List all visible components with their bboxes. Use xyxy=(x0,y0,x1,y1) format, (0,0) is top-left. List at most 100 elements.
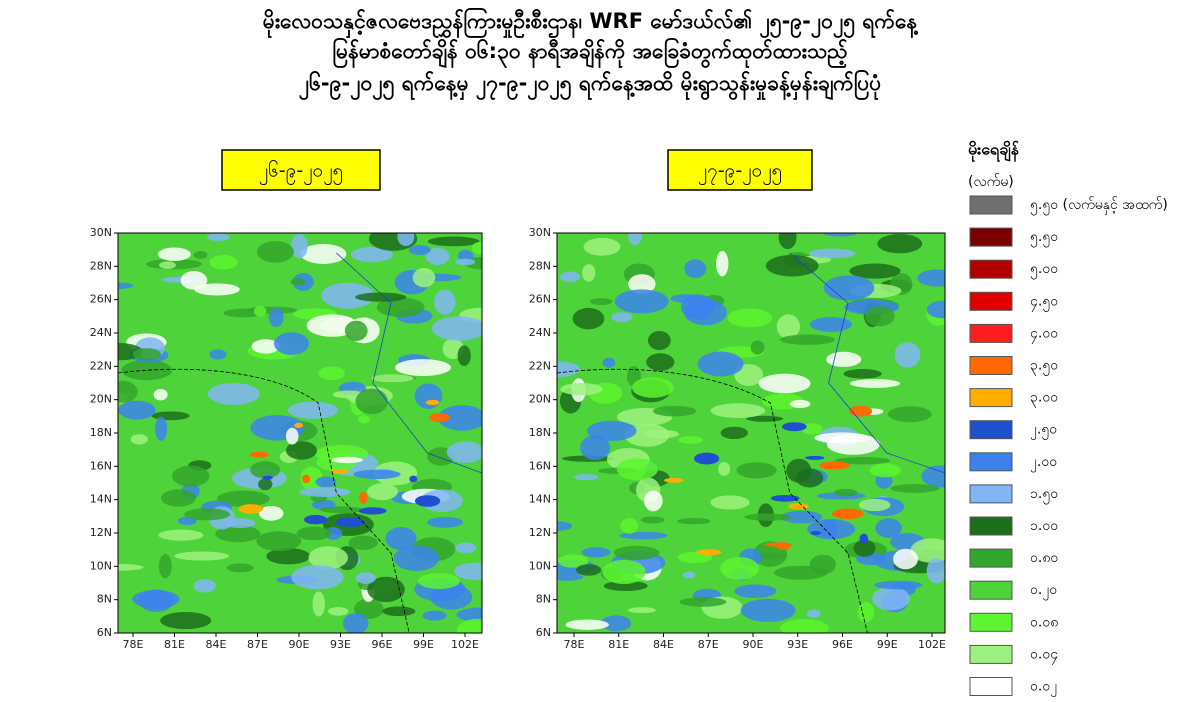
rain-core xyxy=(238,504,263,514)
lon-label: 93E xyxy=(330,638,351,651)
rain-area xyxy=(616,458,658,481)
legend-unit: (လက်မ) xyxy=(968,174,1014,190)
rain-area xyxy=(300,243,347,264)
rain-area xyxy=(446,441,482,463)
rain-core xyxy=(805,455,825,460)
legend-swatch xyxy=(969,612,1013,632)
rain-area xyxy=(457,345,471,367)
rain-area xyxy=(258,478,273,491)
rain-core xyxy=(358,492,368,504)
legend-label: ၂.၀၀ xyxy=(1030,454,1057,472)
coastline xyxy=(557,368,868,633)
rain-area xyxy=(342,613,369,633)
rain-core xyxy=(250,451,269,458)
rain-core xyxy=(859,533,869,544)
rain-area xyxy=(574,474,599,481)
rain-area xyxy=(250,461,281,479)
rain-area xyxy=(355,572,376,584)
rain-area xyxy=(887,406,932,423)
lat-label: 24N xyxy=(90,326,112,339)
rain-area xyxy=(583,237,621,256)
lat-label: 20N xyxy=(90,393,112,406)
rain-area xyxy=(710,403,766,418)
lat-label: 26N xyxy=(529,293,551,306)
rain-area xyxy=(158,529,204,541)
lon-label: 93E xyxy=(787,638,808,651)
rain-core xyxy=(294,422,303,428)
rain-core xyxy=(764,542,793,547)
rain-area xyxy=(778,233,797,250)
rain-area xyxy=(385,527,417,551)
map-date: ၂၆-၉-၂၀၂၅ xyxy=(259,159,343,186)
lon-label: 78E xyxy=(123,638,144,651)
rain-area xyxy=(628,274,656,294)
rain-area xyxy=(285,427,299,445)
rain-area xyxy=(780,510,823,524)
rain-area xyxy=(740,598,796,622)
lon-label: 96E xyxy=(832,638,853,651)
lat-label: 10N xyxy=(529,559,551,572)
rain-area xyxy=(646,353,675,371)
rain-area xyxy=(872,586,910,611)
lon-label: 78E xyxy=(564,638,585,651)
rain-area xyxy=(160,489,196,507)
rain-area xyxy=(822,233,858,237)
rain-area xyxy=(184,508,231,521)
rain-area xyxy=(308,546,349,570)
rain-area xyxy=(682,571,696,579)
rain-area xyxy=(614,289,669,314)
rain-area xyxy=(647,330,671,351)
rain-core xyxy=(330,468,349,475)
rain-area xyxy=(640,516,665,524)
rain-area xyxy=(697,351,744,377)
rain-core xyxy=(335,517,365,527)
rain-area xyxy=(557,361,581,378)
rain-area xyxy=(718,462,731,477)
rain-area xyxy=(875,518,902,538)
title-line: ၂၆-၉-၂၀၂၅ ရက်နေ့မှ ၂၇-၉-၂၀၂၅ ရက်နေ့အထိ မ… xyxy=(299,68,881,101)
legend-swatch xyxy=(969,452,1013,472)
lat-label: 30N xyxy=(529,226,551,239)
rain-area xyxy=(315,476,337,488)
lat-label: 22N xyxy=(90,359,112,372)
lat-label: 28N xyxy=(90,259,112,272)
legend-label: ၄.၅၀ xyxy=(1030,293,1058,311)
lon-label: 87E xyxy=(247,638,268,651)
rain-area xyxy=(620,518,639,534)
rain-area xyxy=(806,609,821,618)
rain-area xyxy=(256,531,302,552)
lon-label: 84E xyxy=(653,638,674,651)
lon-label: 102E xyxy=(451,638,479,651)
rain-area xyxy=(600,615,632,632)
lat-label: 14N xyxy=(90,493,112,506)
rain-area xyxy=(586,420,637,441)
lat-label: 12N xyxy=(529,526,551,539)
lat-label: 28N xyxy=(529,259,551,272)
rain-core xyxy=(696,549,722,556)
legend-label: ၁.၀၀ xyxy=(1030,518,1058,534)
legend-swatch xyxy=(969,644,1013,664)
legend-label: ၁.၅၀ xyxy=(1030,486,1058,504)
lat-label: 10N xyxy=(90,559,112,572)
rain-area xyxy=(557,521,572,531)
rain-area xyxy=(434,289,456,315)
lat-label: 24N xyxy=(529,326,551,339)
rain-core xyxy=(781,422,807,432)
rain-area xyxy=(256,241,294,263)
rain-area xyxy=(174,551,230,561)
rain-area xyxy=(153,388,168,401)
lat-label: 6N xyxy=(536,626,551,639)
rain-area xyxy=(765,254,819,277)
rain-area xyxy=(155,416,168,441)
rain-area xyxy=(357,415,370,424)
legend-swatch xyxy=(969,484,1013,504)
rain-area xyxy=(209,254,238,270)
rain-area xyxy=(331,456,364,464)
rain-area xyxy=(926,558,945,584)
legend-label: ၅.၅၀ xyxy=(1030,229,1058,247)
rain-area xyxy=(118,282,134,289)
rain-area xyxy=(382,606,416,617)
rain-area xyxy=(613,545,660,561)
rain-area xyxy=(849,263,901,279)
